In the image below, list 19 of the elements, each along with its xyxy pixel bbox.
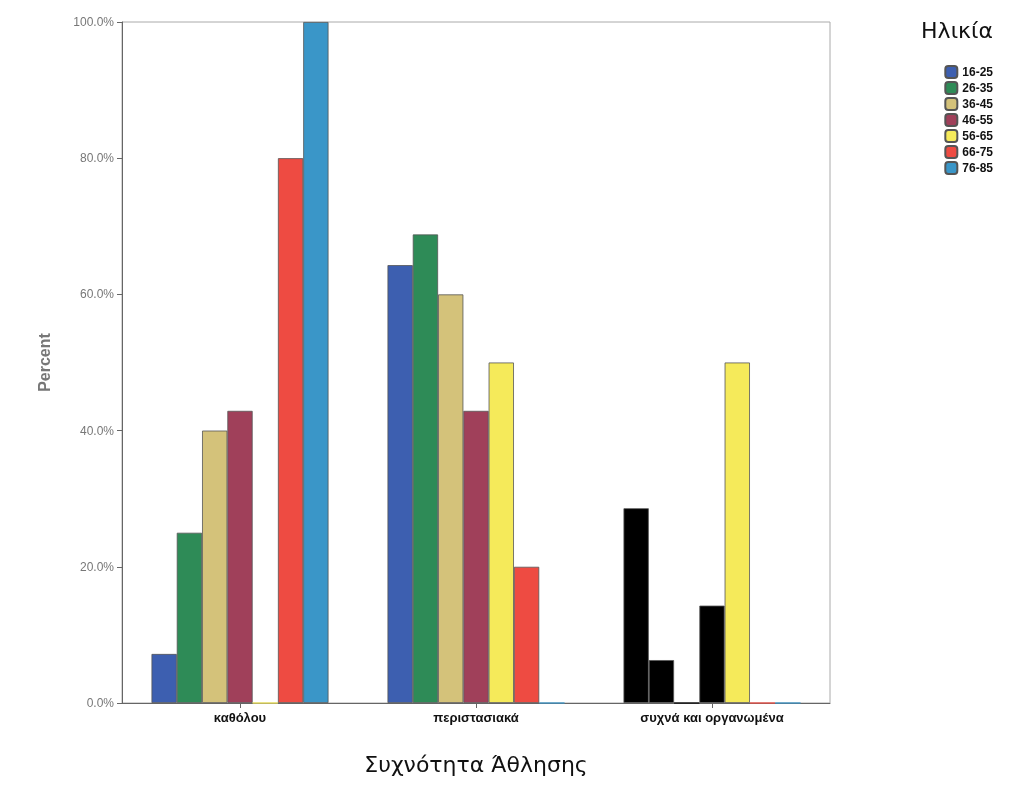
legend-label: 46-55 xyxy=(962,113,994,127)
y-tick-label: 40.0% xyxy=(79,423,115,438)
y-tick-label: 100.0% xyxy=(73,15,115,29)
x-tick-label: περιστασιακά xyxy=(433,710,519,725)
y-tick-label: 0.0% xyxy=(86,696,115,710)
y-tick-label: 80.0% xyxy=(79,151,115,166)
legend-label: 56-65 xyxy=(962,129,994,143)
y-tick-label: 20.0% xyxy=(79,559,115,574)
legend-label: 66-75 xyxy=(962,145,994,159)
legend-label: 26-35 xyxy=(962,81,994,95)
x-axis-title: Συχνότητα Άθλησης xyxy=(364,751,588,777)
y-axis-title: Percent xyxy=(35,332,53,392)
legend-title: Ηλικία xyxy=(921,17,993,43)
legend-label: 36-45 xyxy=(962,97,994,111)
legend-label: 16-25 xyxy=(962,65,994,79)
legend-label: 76-85 xyxy=(962,161,994,175)
x-tick-label: συχνά και οργανωμένα xyxy=(640,710,784,725)
x-tick-label: καθόλου xyxy=(213,710,267,725)
y-tick-label: 60.0% xyxy=(79,287,115,302)
